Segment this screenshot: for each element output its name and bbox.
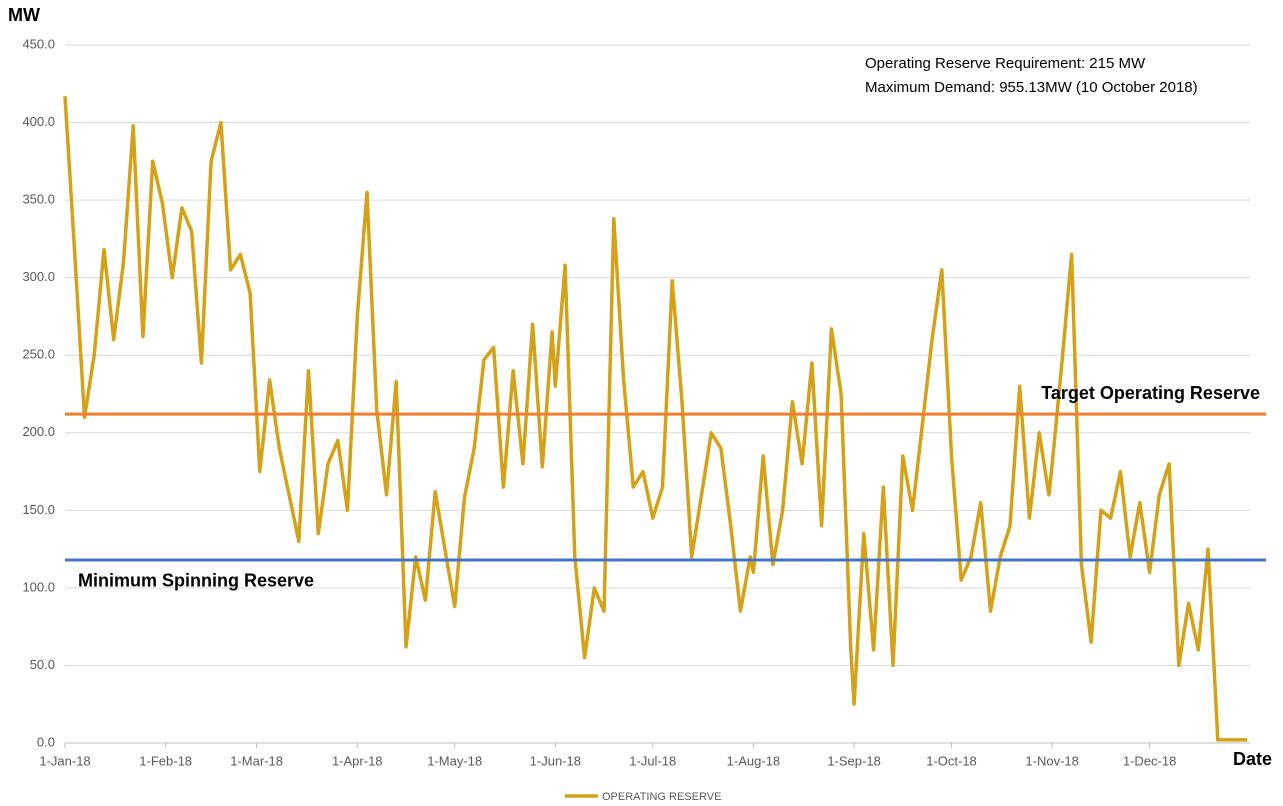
x-tick-label: 1-Jul-18 [629,753,676,768]
x-tick-label: 1-Sep-18 [827,753,880,768]
x-tick-label: 1-Mar-18 [230,753,283,768]
x-tick-label: 1-Aug-18 [727,753,780,768]
x-tick-label: 1-Nov-18 [1025,753,1078,768]
y-tick-label: 250.0 [22,347,55,362]
legend-label: OPERATING RESERVE [602,791,721,803]
y-tick-label: 400.0 [22,114,55,129]
y-tick-label: 100.0 [22,579,55,594]
y-tick-label: 150.0 [22,502,55,517]
y-tick-label: 450.0 [22,36,55,51]
y-tick-label: 200.0 [22,424,55,439]
x-axis-label: Date [1233,749,1272,769]
reference-label: Minimum Spinning Reserve [78,571,314,591]
y-tick-label: 300.0 [22,269,55,284]
reference-label: Target Operating Reserve [1041,383,1260,403]
x-tick-label: 1-Feb-18 [139,753,192,768]
annotation: Maximum Demand: 955.13MW (10 October 201… [865,79,1198,96]
y-tick-label: 350.0 [22,192,55,207]
x-tick-label: 1-Dec-18 [1123,753,1176,768]
x-tick-label: 1-Apr-18 [332,753,383,768]
series-line [63,96,1247,742]
x-tick-label: 1-Oct-18 [926,753,977,768]
y-tick-label: 0.0 [37,734,55,749]
x-tick-label: 1-May-18 [427,753,482,768]
x-tick-label: 1-Jan-18 [39,753,90,768]
y-tick-label: 50.0 [30,657,55,672]
annotation: Operating Reserve Requirement: 215 MW [865,55,1146,72]
x-tick-label: 1-Jun-18 [530,753,581,768]
y-axis-label: MW [8,5,40,25]
